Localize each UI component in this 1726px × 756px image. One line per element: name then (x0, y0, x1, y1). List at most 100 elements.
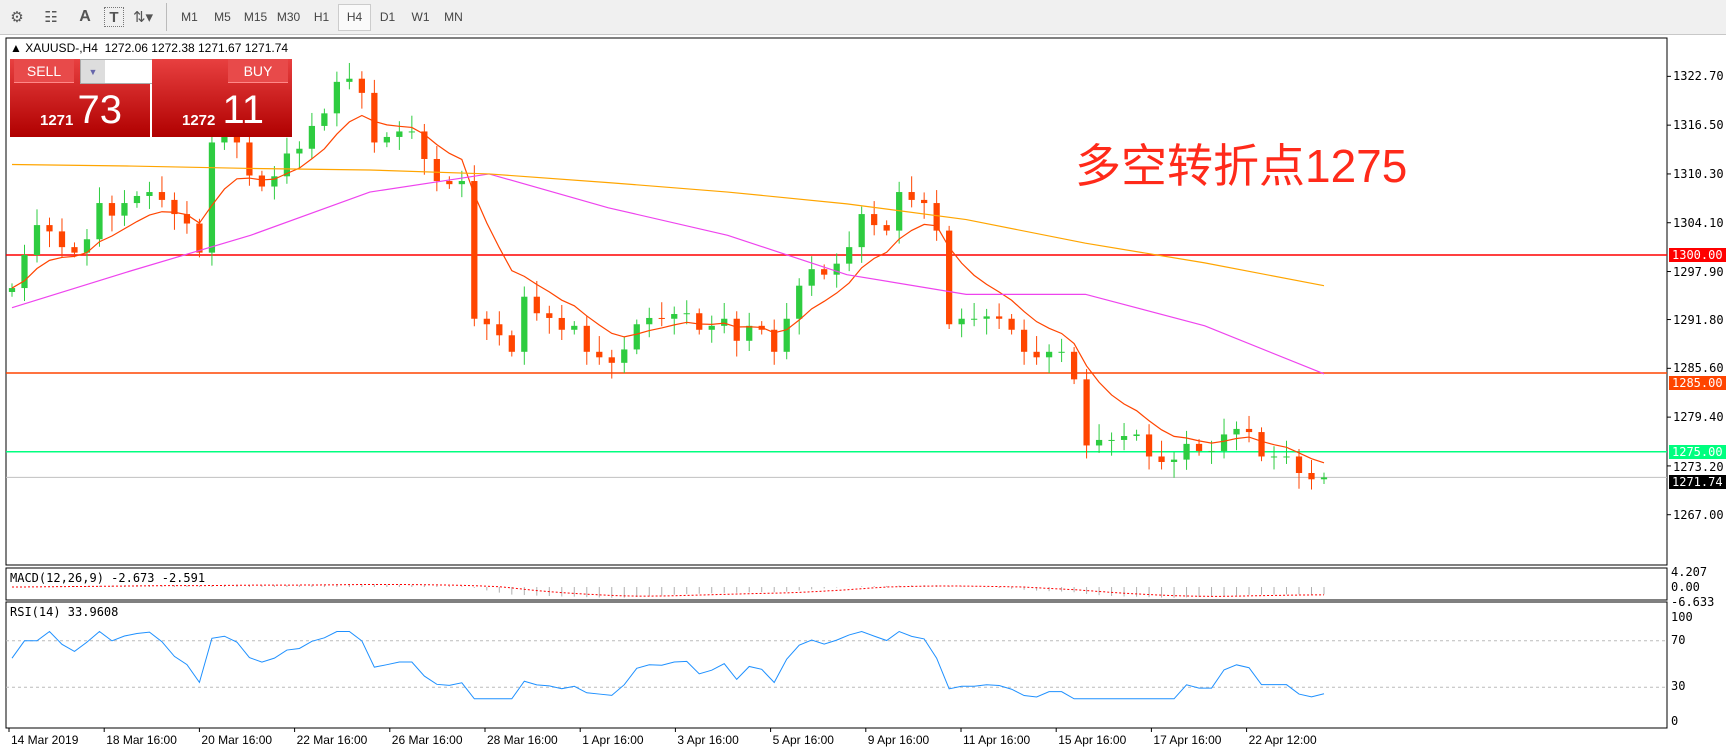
candle-body (446, 181, 453, 185)
candle-body (1245, 428, 1253, 433)
candle-body (596, 351, 603, 358)
candle-body (83, 239, 91, 253)
time-label: 9 Apr 16:00 (867, 733, 930, 747)
candle-body (1258, 432, 1265, 457)
timeframe-h1[interactable]: H1 (313, 10, 330, 24)
candle-body (796, 285, 803, 319)
decrease-lot-button[interactable]: ▼ (81, 60, 105, 83)
arrows-icon[interactable]: ⇅▾ (132, 9, 154, 26)
price-tick-label: 1304.10 (1673, 215, 1724, 230)
time-label: 26 Mar 16:00 (391, 733, 463, 747)
panel-2 (5, 601, 1668, 729)
price-tick-label: 1279.40 (1673, 410, 1724, 425)
candle-body (483, 318, 490, 325)
candle-body (433, 158, 440, 182)
candle-body (133, 195, 141, 204)
sell-price-big: 1271 (40, 112, 74, 129)
ohlc-values: 1272.06 1272.38 1271.67 1271.74 (104, 41, 289, 55)
candle-body (258, 175, 266, 187)
rsi-tick-label: 70 (1671, 632, 1686, 647)
candle-body (783, 318, 790, 352)
candle-body (208, 142, 216, 253)
candle-body (733, 318, 740, 341)
candle-body (46, 225, 53, 232)
candle-body (1320, 477, 1328, 480)
price-tick-label: 1316.50 (1673, 118, 1724, 133)
candle-body (621, 349, 628, 363)
candle-body (1008, 318, 1015, 330)
candle-body (746, 325, 753, 341)
chart-expert-icon[interactable]: ⚙ (10, 9, 24, 26)
time-label: 11 Apr 16:00 (963, 733, 1031, 747)
macd-tick-label: -6.633 (1671, 595, 1715, 609)
candle-body (358, 78, 365, 93)
candle-body (958, 318, 965, 325)
candle-body (471, 181, 478, 319)
candle-body (671, 314, 678, 319)
ma-slow-line (11, 163, 1325, 287)
candle-body (1058, 351, 1065, 353)
candle-body (508, 335, 515, 352)
candle-body (908, 192, 915, 200)
candle-body (96, 203, 103, 240)
buy-button[interactable]: BUY 1272 11 (152, 59, 292, 137)
timeframe-m1[interactable]: M1 (181, 10, 198, 24)
candle-body (396, 131, 403, 137)
candle-body (371, 92, 378, 143)
candle-body (21, 255, 28, 289)
candle-body (1208, 450, 1215, 452)
candle-body (58, 231, 66, 248)
candle-body (1083, 379, 1090, 446)
candle-body (33, 225, 41, 255)
chart-title: ▲ XAUUSD-,H4 1272.06 1272.38 1271.67 127… (10, 41, 289, 55)
timeframe-m15[interactable]: M15 (243, 10, 268, 24)
candle-body (808, 269, 815, 286)
candle-body (321, 113, 328, 126)
text-icon[interactable]: A (79, 8, 91, 25)
price-tick-label: 1291.80 (1673, 312, 1724, 327)
price-tick-label: 1285.60 (1673, 361, 1724, 376)
candle-body (921, 199, 928, 204)
candle-body (1183, 443, 1190, 460)
candle-body (1133, 434, 1140, 437)
candle-body (683, 313, 690, 315)
panel-1 (5, 567, 1668, 601)
candle-body (1283, 456, 1290, 458)
candle-body (546, 313, 553, 318)
candle-body (846, 247, 853, 264)
text-label-icon[interactable]: T (104, 7, 124, 27)
candle-body (246, 142, 253, 176)
timeframe-mn[interactable]: MN (444, 10, 463, 24)
grid-icon[interactable]: ☷ (44, 9, 58, 26)
candle-body (1158, 456, 1165, 462)
toolbar-separator (166, 3, 167, 31)
macd-tick-label: 0.00 (1671, 580, 1700, 594)
candle-body (1270, 456, 1278, 458)
candle-body (108, 203, 116, 216)
time-label: 22 Apr 12:00 (1248, 733, 1317, 747)
candle-body (558, 317, 565, 330)
timeframe-group: M1 M5 M15 M30 H1 H4 D1 W1 MN (173, 3, 470, 31)
price-tick-label: 1310.30 (1673, 166, 1724, 181)
hline-label: 1275.00 (1669, 444, 1726, 459)
rsi-tick-label: 0 (1671, 714, 1679, 728)
candle-body (883, 225, 890, 231)
candle-body (583, 325, 590, 352)
time-label: 18 Mar 16:00 (106, 733, 177, 747)
candle-body (608, 357, 615, 363)
timeframe-h4[interactable]: H4 (338, 3, 371, 31)
timeframe-d1[interactable]: D1 (379, 10, 396, 24)
candle-body (658, 317, 665, 319)
candle-body (146, 192, 153, 196)
rsi-tick-label: 30 (1671, 679, 1686, 694)
candle-body (308, 125, 316, 149)
timeframe-m5[interactable]: M5 (214, 10, 231, 24)
candle-body (421, 131, 428, 159)
timeframe-w1[interactable]: W1 (411, 10, 430, 24)
candle-body (158, 192, 166, 200)
timeframe-m30[interactable]: M30 (276, 10, 301, 24)
sell-price-pips: 73 (77, 88, 123, 132)
candle-body (296, 148, 303, 154)
candle-body (1120, 436, 1128, 440)
candle-body (1308, 472, 1315, 480)
